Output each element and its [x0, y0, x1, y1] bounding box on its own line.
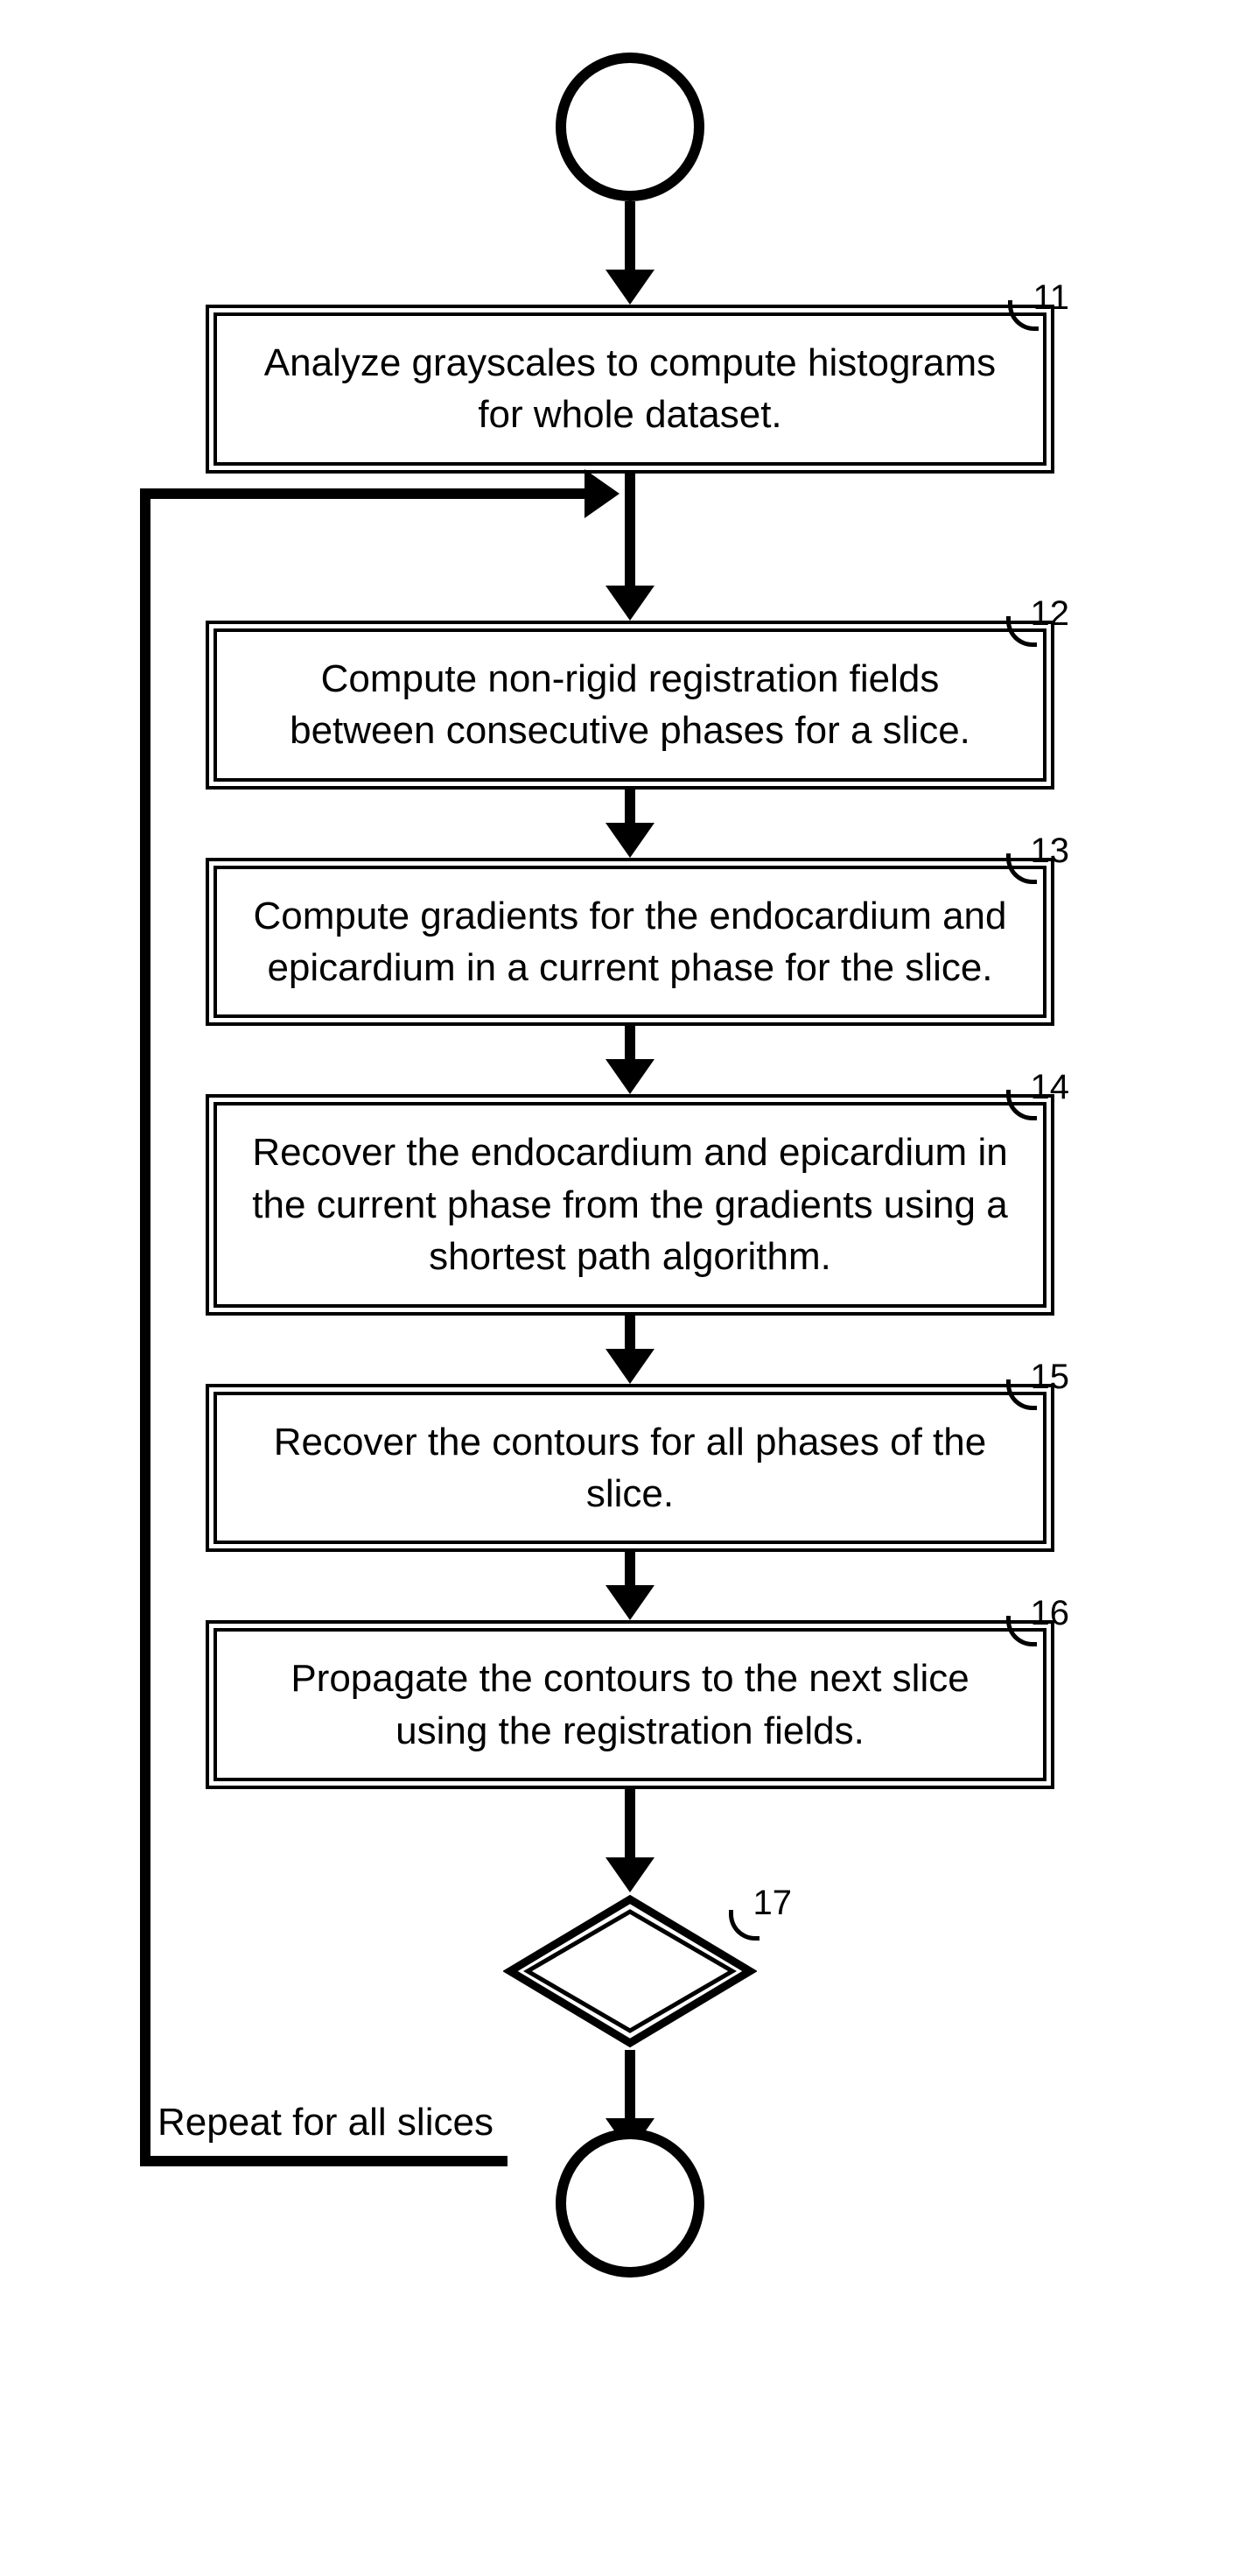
process-step-16: 16 Propagate the contours to the next sl… [206, 1620, 1054, 1789]
process-step-12: 12 Compute non-rigid registration fields… [206, 621, 1054, 790]
step-text: Compute gradients for the endocardium an… [254, 895, 1007, 989]
process-step-14: 14 Recover the endocardium and epicardiu… [206, 1094, 1054, 1315]
flowchart-container: 11 Analyze grayscales to compute histogr… [149, 53, 1111, 2278]
arrow [625, 2050, 635, 2129]
loop-label: Repeat for all slices [158, 2101, 494, 2144]
loop-line [140, 488, 150, 2166]
step-text: Propagate the contours to the next slice… [290, 1657, 969, 1751]
arrow [625, 1316, 635, 1359]
loop-line [140, 2156, 508, 2166]
arrow [625, 1789, 635, 1868]
step-label: 15 [1031, 1353, 1070, 1400]
arrow [625, 1026, 635, 1070]
step-text: Compute non-rigid registration fields be… [290, 657, 970, 752]
loop-arrow [140, 488, 595, 499]
step-text: Analyze grayscales to compute histograms… [264, 341, 996, 436]
step-label: 14 [1031, 1063, 1070, 1111]
end-terminal [556, 2129, 704, 2278]
step-text: Recover the endocardium and epicardium i… [252, 1131, 1007, 1278]
step-label: 16 [1031, 1590, 1070, 1637]
step-label: 12 [1031, 590, 1070, 637]
step-label: 11 [1032, 274, 1069, 321]
process-step-15: 15 Recover the contours for all phases o… [206, 1384, 1054, 1553]
step-label: 17 [753, 1884, 793, 1923]
arrow [625, 201, 635, 280]
start-terminal [556, 53, 704, 201]
process-step-11: 11 Analyze grayscales to compute histogr… [206, 305, 1054, 474]
arrow [625, 1552, 635, 1596]
decision-diamond: 17 [503, 1892, 757, 2050]
arrow [625, 474, 635, 596]
step-text: Recover the contours for all phases of t… [274, 1421, 986, 1515]
process-step-13: 13 Compute gradients for the endocardium… [206, 858, 1054, 1027]
step-label: 13 [1031, 827, 1070, 874]
arrow [625, 790, 635, 833]
diamond-icon [503, 1892, 757, 2050]
